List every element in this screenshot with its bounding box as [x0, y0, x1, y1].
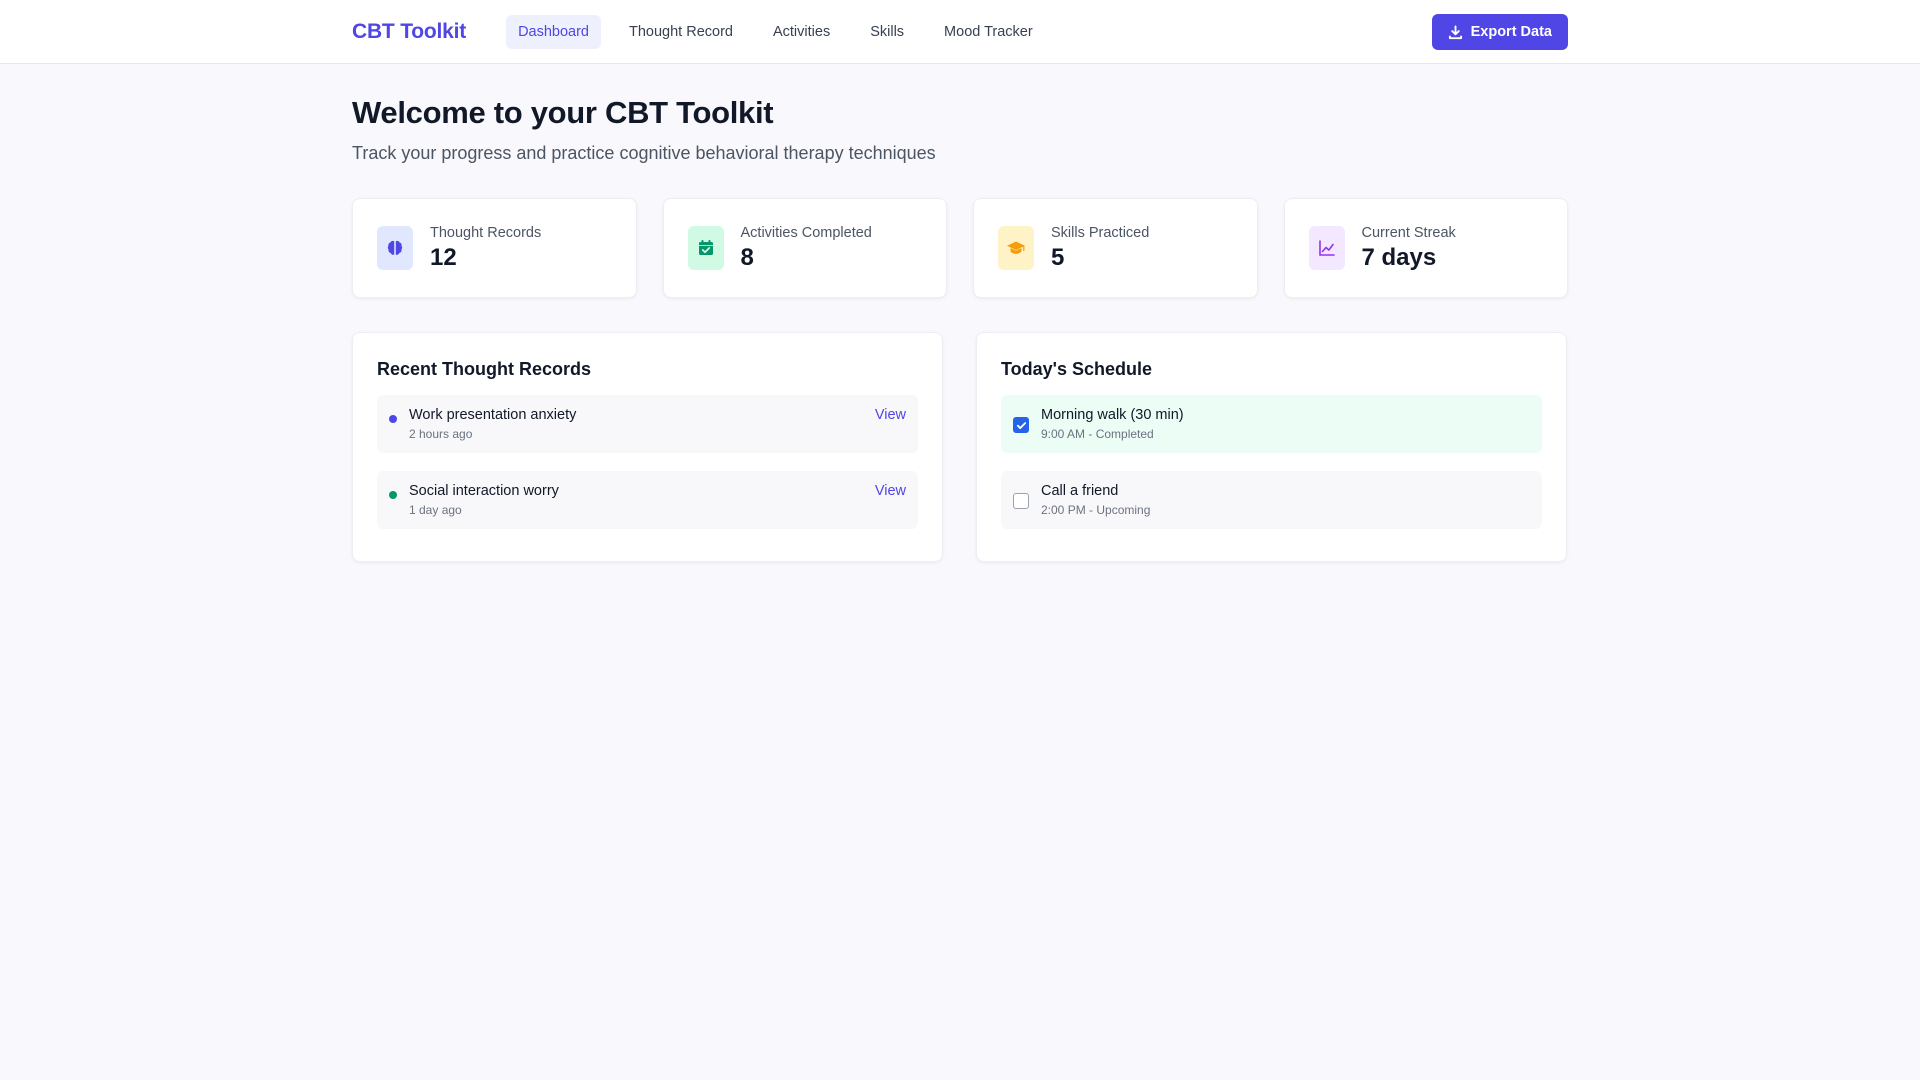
stat-value: 12	[430, 243, 457, 271]
list-item-text: Work presentation anxiety 2 hours ago	[409, 407, 576, 441]
top-navigation-bar: CBT Toolkit Dashboard Thought Record Act…	[0, 0, 1920, 64]
view-record-link[interactable]: View	[874, 483, 906, 499]
stat-text: Skills Practiced 5	[1051, 225, 1149, 272]
nav-activities[interactable]: Activities	[772, 24, 831, 40]
nav-mood-tracker[interactable]: Mood Tracker	[944, 24, 1033, 40]
brain-icon	[387, 240, 403, 255]
status-dot	[389, 415, 397, 423]
todays-schedule-panel: Today's Schedule Morning walk (30 min) 9…	[976, 332, 1567, 562]
panel-title: Recent Thought Records	[377, 359, 592, 379]
checkmark-icon	[1016, 421, 1026, 429]
record-title: Work presentation anxiety	[409, 407, 577, 423]
stat-card-skills-practiced: Skills Practiced 5	[973, 198, 1258, 298]
stat-text: Activities Completed 8	[741, 225, 872, 272]
schedule-checkbox[interactable]	[1013, 417, 1029, 433]
top-navigation-inner: CBT Toolkit Dashboard Thought Record Act…	[352, 0, 1568, 64]
calendar-check-icon	[698, 240, 713, 255]
schedule-item: Morning walk (30 min) 9:00 AM - Complete…	[1001, 395, 1542, 453]
view-record-link[interactable]: View	[874, 407, 906, 423]
stat-text: Thought Records 12	[430, 225, 541, 272]
status-dot	[389, 491, 397, 499]
schedule-checkbox[interactable]	[1013, 493, 1029, 509]
stat-label: Skills Practiced	[1051, 224, 1150, 241]
stat-label: Activities Completed	[740, 224, 872, 241]
brand-logo[interactable]: CBT Toolkit	[352, 20, 467, 43]
stat-card-thought-records: Thought Records 12	[352, 198, 637, 298]
stat-card-activities-completed: Activities Completed 8	[662, 198, 947, 298]
stats-row: Thought Records 12 Activities Completed …	[352, 198, 1568, 298]
main-nav: Dashboard Thought Record Activities Skil…	[506, 15, 1053, 49]
list-item: Social interaction worry 1 day ago View	[377, 471, 918, 529]
panels-row: Recent Thought Records Work presentation…	[352, 332, 1568, 562]
stat-icon-box	[1308, 226, 1345, 270]
schedule-detail: 9:00 AM - Completed	[1041, 427, 1154, 441]
chart-line-icon	[1318, 240, 1335, 256]
stat-icon-box	[687, 226, 724, 270]
graduation-cap-icon	[1007, 241, 1025, 254]
schedule-item-text: Call a friend 2:00 PM - Upcoming	[1041, 483, 1150, 517]
download-icon	[1448, 24, 1462, 39]
nav-dashboard[interactable]: Dashboard	[506, 15, 601, 49]
stat-value: 8	[740, 243, 754, 271]
main-content: Welcome to your CBT Toolkit Track your p…	[352, 64, 1568, 562]
page-subtitle: Track your progress and practice cogniti…	[352, 143, 936, 163]
schedule-title: Morning walk (30 min)	[1041, 407, 1184, 423]
stat-card-current-streak: Current Streak 7 days	[1283, 198, 1568, 298]
stat-text: Current Streak 7 days	[1362, 225, 1456, 272]
record-time: 2 hours ago	[409, 427, 473, 441]
schedule-title: Call a friend	[1041, 483, 1119, 499]
stat-value: 7 days	[1361, 243, 1437, 271]
list-item: Work presentation anxiety 2 hours ago Vi…	[377, 395, 918, 453]
list-item-text: Social interaction worry 1 day ago	[409, 483, 559, 517]
schedule-detail: 2:00 PM - Upcoming	[1041, 503, 1151, 517]
stat-label: Thought Records	[430, 224, 542, 241]
recent-thought-records-panel: Recent Thought Records Work presentation…	[352, 332, 943, 562]
export-data-button[interactable]: Export Data	[1431, 14, 1568, 50]
schedule-item-text: Morning walk (30 min) 9:00 AM - Complete…	[1041, 407, 1184, 441]
stat-value: 5	[1051, 243, 1065, 271]
export-data-label: Export Data	[1470, 24, 1552, 40]
nav-skills[interactable]: Skills	[870, 24, 905, 40]
panel-title: Today's Schedule	[1001, 359, 1152, 379]
schedule-item: Call a friend 2:00 PM - Upcoming	[1001, 471, 1542, 529]
record-title: Social interaction worry	[409, 483, 559, 499]
stat-icon-box	[998, 226, 1034, 270]
stat-label: Current Streak	[1361, 224, 1456, 241]
page-title: Welcome to your CBT Toolkit	[352, 95, 774, 130]
stat-icon-box	[377, 226, 413, 270]
nav-thought-record[interactable]: Thought Record	[629, 24, 733, 40]
record-time: 1 day ago	[409, 503, 462, 517]
